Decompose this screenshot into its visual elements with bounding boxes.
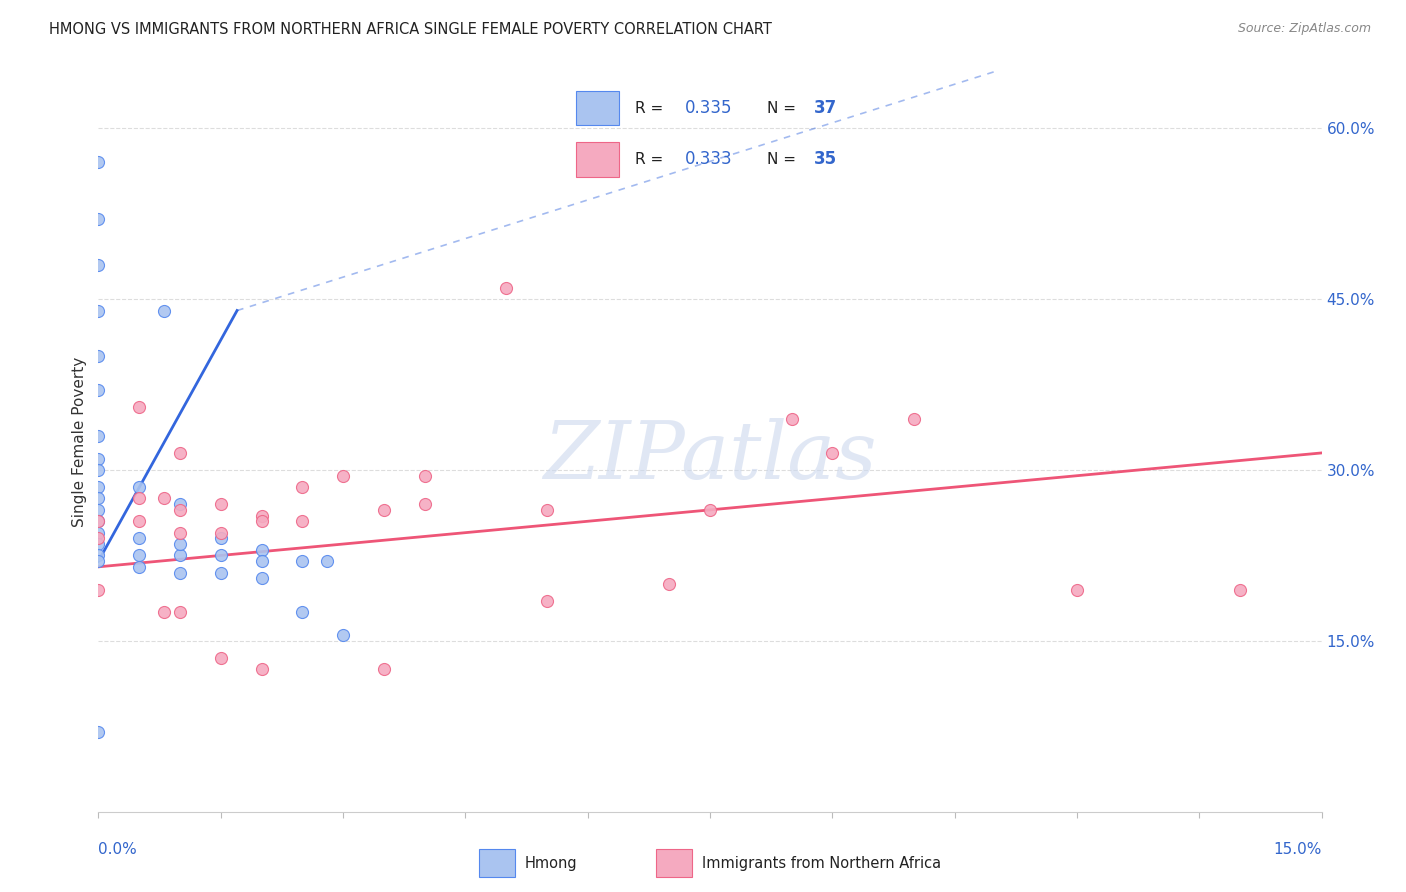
Point xyxy=(291,606,314,620)
Point xyxy=(169,497,191,511)
Point xyxy=(87,514,110,528)
Text: Source: ZipAtlas.com: Source: ZipAtlas.com xyxy=(1237,22,1371,36)
Point xyxy=(87,532,110,546)
Point xyxy=(1066,582,1088,597)
Point xyxy=(87,303,110,318)
Point xyxy=(87,514,110,528)
Point xyxy=(250,554,273,568)
Point xyxy=(87,349,110,363)
Point xyxy=(209,497,232,511)
Point xyxy=(87,582,110,597)
Bar xyxy=(575,91,619,125)
Point xyxy=(152,491,174,506)
Text: 15.0%: 15.0% xyxy=(1274,842,1322,856)
Point xyxy=(87,212,110,227)
Point xyxy=(780,411,803,425)
Point xyxy=(169,566,191,580)
Point xyxy=(169,503,191,517)
Point xyxy=(209,651,232,665)
Point xyxy=(128,491,150,506)
Point xyxy=(87,525,110,540)
Point xyxy=(209,566,232,580)
Point xyxy=(128,559,150,574)
Text: N =: N = xyxy=(768,101,801,116)
Text: Immigrants from Northern Africa: Immigrants from Northern Africa xyxy=(702,855,941,871)
Point xyxy=(87,258,110,272)
Point xyxy=(209,525,232,540)
Point xyxy=(87,155,110,169)
Point xyxy=(250,542,273,557)
Point xyxy=(128,532,150,546)
Point xyxy=(169,537,191,551)
Point xyxy=(291,554,314,568)
Point xyxy=(128,549,150,563)
Text: 0.333: 0.333 xyxy=(685,151,733,169)
Text: R =: R = xyxy=(636,152,668,167)
Point xyxy=(413,497,436,511)
Point xyxy=(373,503,395,517)
Point xyxy=(315,554,337,568)
Point xyxy=(903,411,925,425)
Point xyxy=(250,514,273,528)
Point xyxy=(250,662,273,676)
Text: 35: 35 xyxy=(814,151,837,169)
Bar xyxy=(657,849,692,877)
Point xyxy=(87,549,110,563)
Point xyxy=(699,503,721,517)
Point xyxy=(87,554,110,568)
Point xyxy=(87,463,110,477)
Text: 37: 37 xyxy=(814,99,837,117)
Text: ZIPatlas: ZIPatlas xyxy=(543,417,877,495)
Point xyxy=(169,525,191,540)
Bar xyxy=(575,143,619,177)
Point xyxy=(332,468,354,483)
Point xyxy=(87,429,110,443)
Point xyxy=(250,571,273,585)
Text: 0.335: 0.335 xyxy=(685,99,733,117)
Point xyxy=(373,662,395,676)
Point xyxy=(152,303,174,318)
Point xyxy=(169,606,191,620)
Point xyxy=(87,725,110,739)
Point xyxy=(209,549,232,563)
Point xyxy=(209,532,232,546)
Point xyxy=(291,514,314,528)
Point xyxy=(413,468,436,483)
Point xyxy=(332,628,354,642)
Point xyxy=(87,480,110,494)
Point xyxy=(87,451,110,466)
Text: N =: N = xyxy=(768,152,801,167)
Point xyxy=(128,480,150,494)
Point xyxy=(1229,582,1251,597)
Point xyxy=(536,503,558,517)
Point xyxy=(658,577,681,591)
Point xyxy=(87,503,110,517)
Bar xyxy=(479,849,515,877)
Text: HMONG VS IMMIGRANTS FROM NORTHERN AFRICA SINGLE FEMALE POVERTY CORRELATION CHART: HMONG VS IMMIGRANTS FROM NORTHERN AFRICA… xyxy=(49,22,772,37)
Point xyxy=(169,446,191,460)
Y-axis label: Single Female Poverty: Single Female Poverty xyxy=(72,357,87,526)
Point xyxy=(87,537,110,551)
Text: R =: R = xyxy=(636,101,668,116)
Point xyxy=(495,281,517,295)
Point xyxy=(87,491,110,506)
Point xyxy=(152,606,174,620)
Point xyxy=(250,508,273,523)
Point xyxy=(128,514,150,528)
Text: Hmong: Hmong xyxy=(524,855,578,871)
Point xyxy=(291,480,314,494)
Point xyxy=(536,594,558,608)
Point xyxy=(128,401,150,415)
Point xyxy=(169,549,191,563)
Text: 0.0%: 0.0% xyxy=(98,842,138,856)
Point xyxy=(821,446,844,460)
Point xyxy=(87,384,110,398)
